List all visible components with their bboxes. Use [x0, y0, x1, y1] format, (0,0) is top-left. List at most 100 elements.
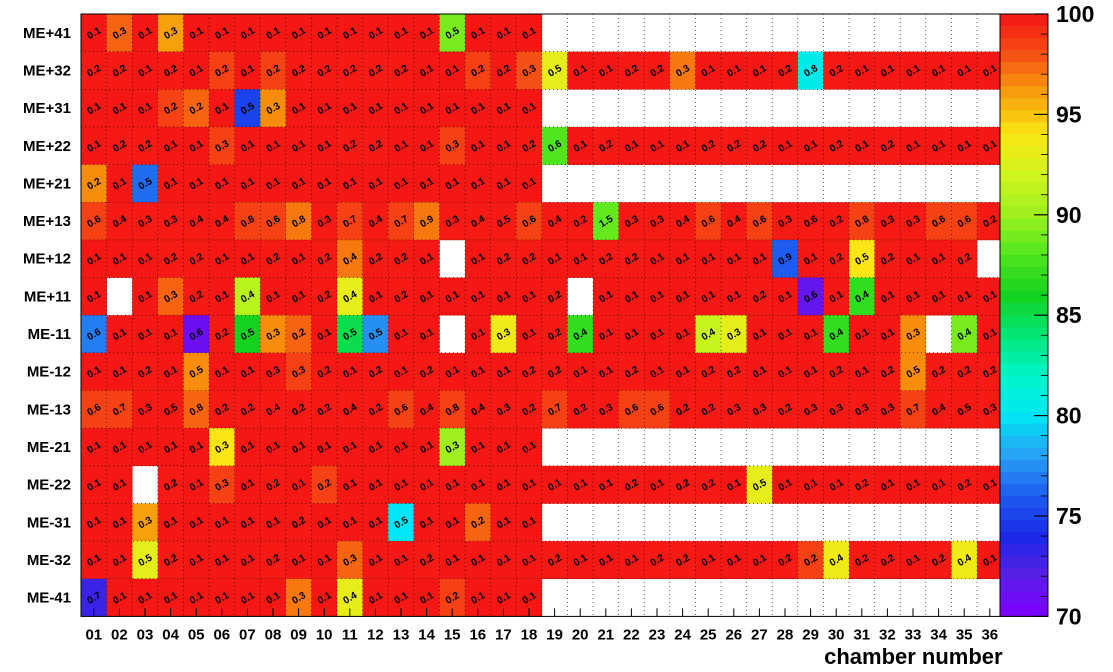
heatmap-cell: [157, 239, 184, 278]
color-scale-band: [1000, 206, 1048, 220]
heatmap-cell: [490, 428, 517, 467]
heatmap-cell: [260, 51, 287, 90]
heatmap-cell: [823, 51, 850, 90]
heatmap-cell: [183, 89, 210, 128]
heatmap-cell: [81, 352, 107, 391]
heatmap-cell: [157, 277, 184, 316]
heatmap-cell: [516, 503, 543, 542]
heatmap-cell: [849, 239, 875, 278]
heatmap-cell: [157, 51, 184, 90]
heatmap-cell: [183, 239, 210, 278]
heatmap-cell: [132, 126, 159, 165]
color-scale-band: [1000, 399, 1048, 412]
heatmap-cell: [951, 51, 978, 90]
heatmap-cell: [209, 126, 235, 165]
heatmap-cell: [900, 541, 927, 580]
heatmap-cell: [465, 202, 491, 241]
color-scale-band: [1000, 62, 1048, 75]
heatmap-cell: [925, 277, 952, 316]
heatmap-cell: [797, 541, 824, 580]
color-scale-band: [1000, 122, 1048, 135]
heatmap-cell: [81, 277, 107, 316]
heatmap-cell: [106, 428, 133, 467]
heatmap-cell: [260, 164, 287, 203]
heatmap-cell: [669, 277, 696, 316]
heatmap-cell: [106, 126, 133, 165]
heatmap-cell: [567, 202, 594, 241]
heatmap-cell: [157, 202, 184, 241]
heatmap-cell: [541, 465, 568, 504]
heatmap-cell: [644, 315, 671, 354]
heatmap-cell: [337, 164, 363, 203]
heatmap-cell: [823, 239, 850, 278]
heatmap-cell: [849, 465, 875, 504]
row-label: ME-22: [27, 477, 71, 494]
x-tick-label: 18: [521, 626, 538, 643]
heatmap-cell: [644, 541, 671, 580]
color-scale-band: [1000, 170, 1048, 184]
heatmap-cell: [388, 428, 415, 467]
heatmap-cell: [260, 89, 287, 128]
x-tick-label: 06: [213, 626, 230, 643]
heatmap-cell: [260, 277, 287, 316]
heatmap-cell: [951, 277, 978, 316]
heatmap-cell: [644, 126, 671, 165]
heatmap-cell: [567, 390, 594, 429]
heatmap-cell: [951, 202, 978, 241]
heatmap-cell: [285, 390, 312, 429]
row-label: ME-41: [27, 590, 71, 607]
heatmap-cell: [618, 239, 645, 278]
heatmap-cell: [516, 202, 543, 241]
heatmap-cell: [490, 503, 517, 542]
heatmap-cell: [260, 465, 287, 504]
heatmap-cell: [106, 390, 133, 429]
heatmap-cell: [388, 503, 415, 542]
heatmap-cell: [234, 428, 261, 467]
heatmap-cell: [260, 315, 287, 354]
color-scale-band: [1000, 146, 1048, 159]
x-tick-label: 29: [802, 626, 819, 643]
heatmap-cell: [413, 503, 440, 542]
heatmap-cell: [234, 164, 261, 203]
heatmap-cell: [567, 239, 594, 278]
heatmap-cell: [81, 126, 107, 165]
x-tick-label: 30: [828, 626, 845, 643]
heatmap-cell: [721, 465, 747, 504]
heatmap-cell: [413, 465, 440, 504]
heatmap-cell: [593, 202, 619, 241]
heatmap-cell: [977, 277, 1003, 316]
heatmap-cell: [337, 202, 363, 241]
heatmap-cell: [516, 352, 543, 391]
heatmap-cell: [977, 202, 1003, 241]
heatmap-cell: [234, 352, 261, 391]
heatmap-cell: [490, 277, 517, 316]
heatmap-cell: [618, 277, 645, 316]
heatmap-cell: [362, 465, 389, 504]
x-tick-label: 21: [597, 626, 614, 643]
heatmap-cell: [337, 465, 363, 504]
heatmap-cell: [516, 126, 543, 165]
heatmap-cell: [388, 277, 415, 316]
heatmap-cell: [106, 89, 133, 128]
x-tick-label: 25: [700, 626, 717, 643]
heatmap-cell: [951, 390, 978, 429]
heatmap-cell: [516, 465, 543, 504]
color-scale-band: [1000, 387, 1048, 400]
heatmap-cell: [362, 51, 389, 90]
heatmap-cell: [925, 239, 952, 278]
heatmap-cell: [234, 51, 261, 90]
heatmap-cell: [157, 89, 184, 128]
heatmap-cell: [644, 352, 671, 391]
x-axis-title: chamber number: [824, 644, 1003, 669]
heatmap-cell: [465, 14, 491, 52]
heatmap-cell: [516, 428, 543, 467]
heatmap-cell: [337, 428, 363, 467]
heatmap-cell: [413, 89, 440, 128]
heatmap-cell: [362, 126, 389, 165]
heatmap-cell: [669, 352, 696, 391]
heatmap-cell: [900, 202, 927, 241]
heatmap-cell: [439, 352, 466, 391]
heatmap-cell: [106, 51, 133, 90]
heatmap-cell: [362, 503, 389, 542]
row-label: ME-31: [27, 514, 71, 531]
